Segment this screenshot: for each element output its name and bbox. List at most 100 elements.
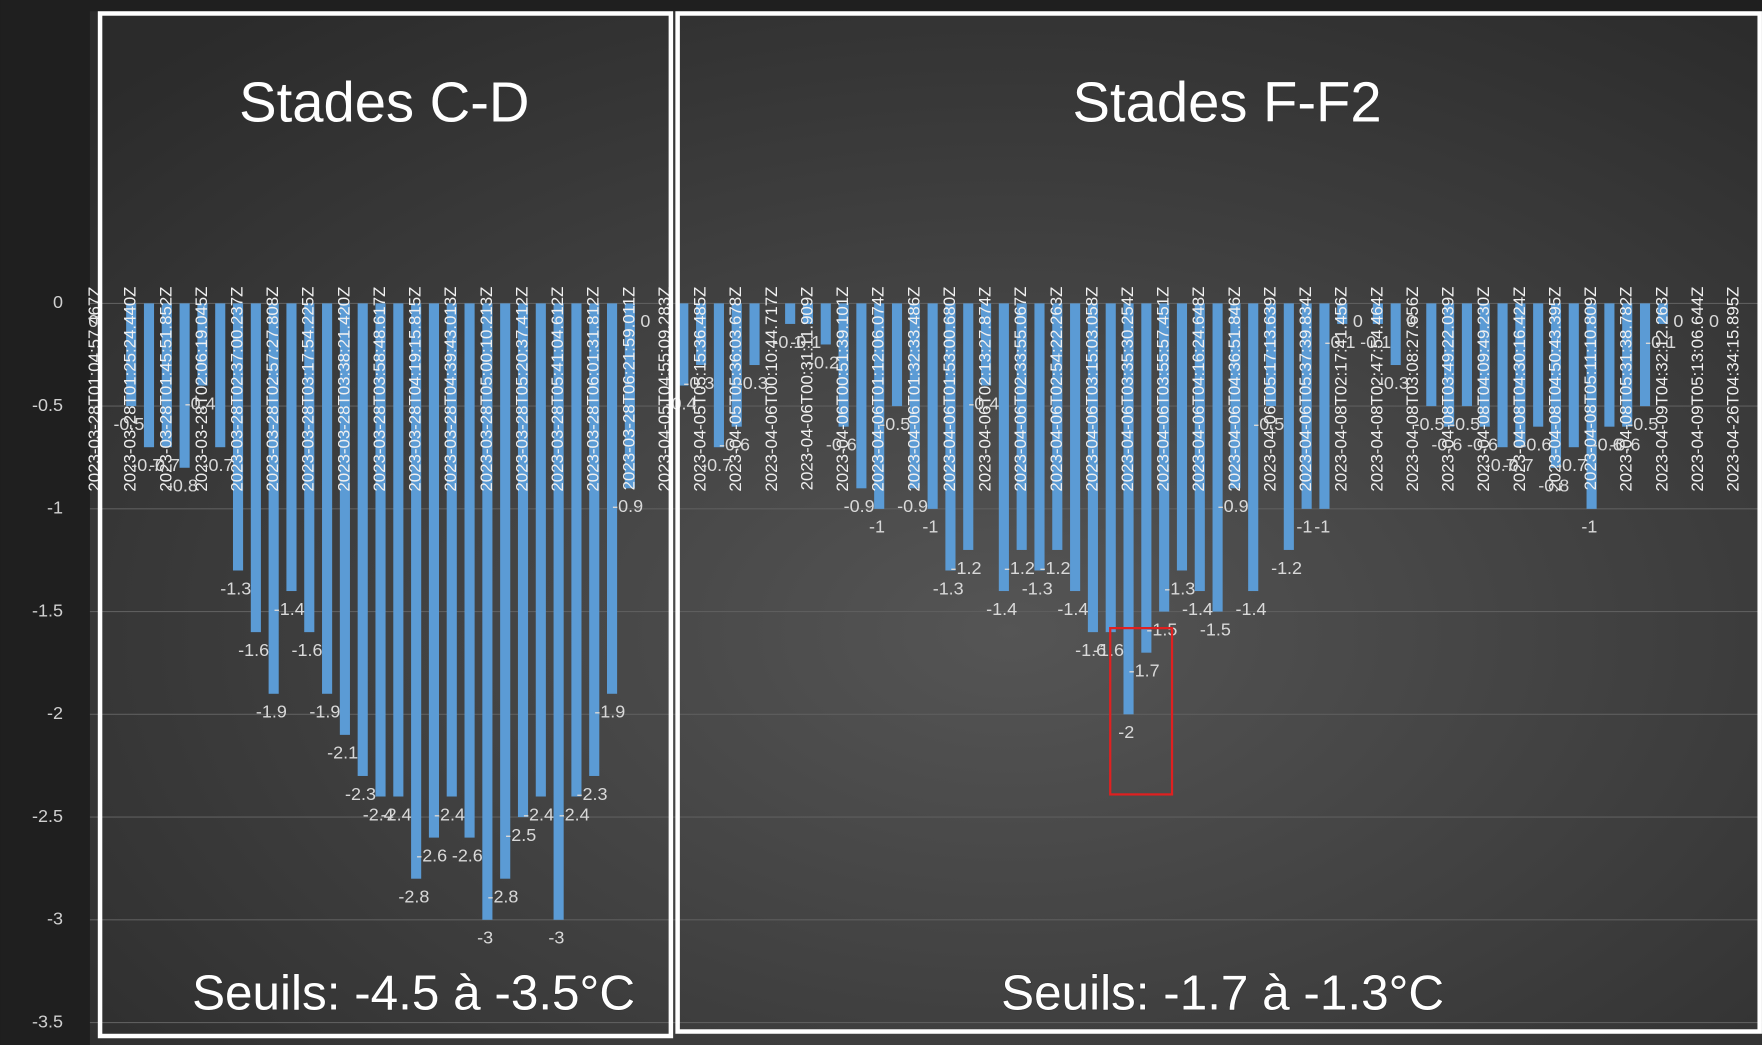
bar <box>571 303 582 797</box>
x-tick-label: 2023-03-28T02:57:27.808Z <box>263 287 282 492</box>
data-label: -2.3 <box>577 784 608 804</box>
x-tick-label: 2023-04-06T04:16:24.648Z <box>1189 287 1208 492</box>
data-label: -1 <box>869 517 885 537</box>
bar <box>1123 303 1134 715</box>
bar <box>945 303 956 571</box>
data-label: -0.5 <box>113 414 144 434</box>
data-label: 0 <box>88 311 98 331</box>
bar <box>1087 303 1098 633</box>
x-tick-label: 2023-04-06T02:13:27.874Z <box>976 287 995 492</box>
bar <box>998 303 1009 592</box>
bar <box>375 303 386 797</box>
x-tick-label: 2023-04-06T05:37:39.834Z <box>1296 287 1315 492</box>
data-label: -1.2 <box>951 558 982 578</box>
bar <box>517 303 529 818</box>
data-label: -0.1 <box>1325 332 1356 352</box>
x-tick-label: 2023-03-28T01:45:51.852Z <box>156 287 175 492</box>
bar <box>1070 303 1081 592</box>
data-label: -0.6 <box>1520 435 1551 455</box>
data-label: -1.5 <box>1146 619 1177 639</box>
bars <box>126 303 1668 920</box>
data-label: -1.6 <box>292 640 323 660</box>
data-label: -2.1 <box>327 743 358 763</box>
data-label: -0.7 <box>1503 455 1534 475</box>
x-tick-label: 2023-04-26T04:34:15.895Z <box>1724 287 1743 492</box>
bar <box>891 303 903 407</box>
x-tick-label: 2023-03-28T03:58:48.617Z <box>370 287 389 492</box>
data-label: -0.3 <box>737 373 768 393</box>
x-tick-label: 2023-04-08T05:11:10.809Z <box>1581 287 1600 491</box>
bar <box>411 303 422 879</box>
x-tick-label: 2023-03-28T06:21:59.011Z <box>619 287 638 491</box>
bar <box>250 303 261 633</box>
bar <box>232 303 244 571</box>
plot-background <box>89 11 1762 1045</box>
data-label: -2.3 <box>345 784 376 804</box>
bar <box>1426 303 1437 407</box>
bar <box>393 303 404 797</box>
bar <box>1105 303 1116 633</box>
data-label: -0.6 <box>1467 435 1498 455</box>
x-tick-label: 2023-04-06T05:17:13.639Z <box>1260 287 1279 492</box>
x-tick-label: 2023-04-06T00:51:39.101Z <box>833 287 852 492</box>
bar <box>143 303 155 448</box>
bar <box>838 303 849 427</box>
bar <box>1141 303 1152 653</box>
data-label: -1.3 <box>1164 578 1195 598</box>
bar <box>678 303 689 386</box>
x-tick-label: 2023-03-28T03:38:21.420Z <box>334 287 353 492</box>
data-label: -0.3 <box>683 373 714 393</box>
y-tick-label: -0.5 <box>32 395 63 415</box>
bar <box>268 303 279 694</box>
x-tick-label: 2023-04-08T04:30:16.424Z <box>1510 287 1529 492</box>
bar <box>1319 303 1330 509</box>
bar <box>1639 303 1651 407</box>
bar <box>304 303 315 633</box>
annotation: Stades C-D <box>239 71 529 134</box>
bar <box>802 303 814 324</box>
x-tick-label: 2023-04-08T04:50:43.395Z <box>1545 287 1564 492</box>
data-label: -3 <box>548 928 564 948</box>
data-label: -0.6 <box>1609 435 1640 455</box>
data-label: -0.1 <box>772 332 803 352</box>
data-label: -2.6 <box>452 845 483 865</box>
y-tick-label: -2 <box>47 703 63 723</box>
bar <box>1301 303 1312 509</box>
y-tick-label: -3.5 <box>32 1011 63 1031</box>
bar <box>339 303 350 735</box>
x-tick-label: 2023-04-08T04:09:49.230Z <box>1474 287 1493 492</box>
x-tick-label: 2023-04-05T05:36:03.678Z <box>726 287 745 492</box>
bar <box>1034 303 1045 571</box>
bar <box>286 303 297 592</box>
x-tick-label: 2023-04-06T00:10:44.717Z <box>762 287 781 492</box>
x-tick-label: 2023-04-06T01:53:00.680Z <box>940 287 959 492</box>
bar <box>785 303 796 324</box>
annotation: Seuils: -1.7 à -1.3°C <box>1001 966 1444 1021</box>
x-tick-label: 2023-03-28T02:06:19.045Z <box>192 287 211 492</box>
bar <box>1586 303 1597 509</box>
bar <box>1265 303 1277 407</box>
bar <box>322 303 333 694</box>
x-tick-label: 2023-04-06T04:36:51.846Z <box>1225 287 1244 492</box>
data-label: -1.7 <box>1129 661 1160 681</box>
x-tick-label: 2023-04-08T02:17:41.456Z <box>1332 287 1351 492</box>
data-label: -1.9 <box>309 702 340 722</box>
bar <box>1533 303 1544 427</box>
data-label: -1.9 <box>256 702 287 722</box>
x-tick-label: 2023-04-06T03:15:03.058Z <box>1082 287 1101 492</box>
bar <box>126 303 137 407</box>
data-label: 0 <box>1709 311 1719 331</box>
x-tick-label: 2023-03-28T05:20:37.412Z <box>512 287 531 492</box>
data-label: -0.1 <box>1360 332 1391 352</box>
y-tick-label: -2.5 <box>32 806 63 826</box>
x-tick-label: 2023-04-06T03:35:30.254Z <box>1118 287 1137 492</box>
data-label: -1.4 <box>1235 599 1266 619</box>
bar <box>713 303 724 448</box>
data-label: -1.9 <box>594 702 625 722</box>
annotation: Seuils: -4.5 à -3.5°C <box>192 966 635 1021</box>
bar <box>1283 303 1294 550</box>
bar <box>1230 303 1241 489</box>
data-label: -1 <box>1296 517 1312 537</box>
bar <box>1622 303 1633 427</box>
